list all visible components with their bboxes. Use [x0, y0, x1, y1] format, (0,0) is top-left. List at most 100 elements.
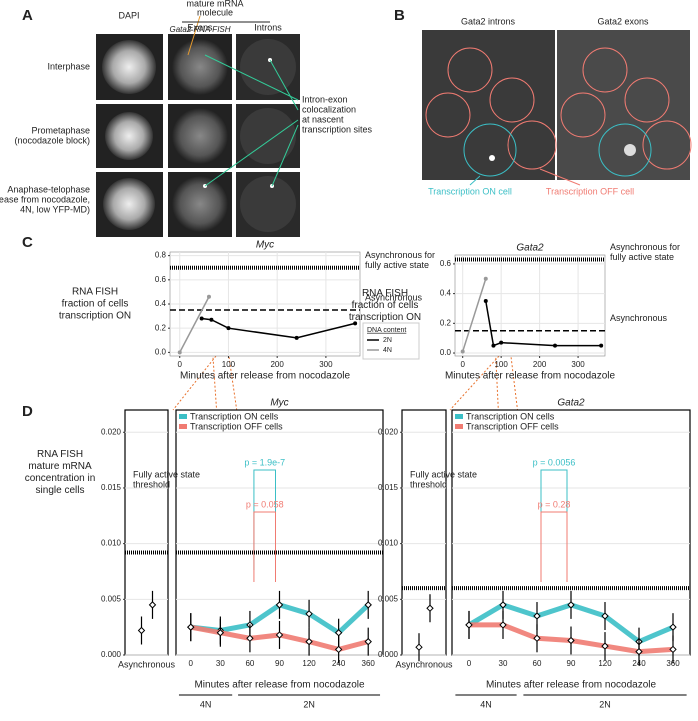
column-header: Introns	[254, 22, 282, 32]
legend-label: Transcription OFF cells	[190, 421, 283, 431]
median-marker	[275, 601, 284, 609]
y-tick-label: 0.0	[440, 348, 452, 357]
async-label: Asynchronous	[118, 659, 176, 669]
point	[294, 335, 299, 340]
p-value: p = 0.0056	[533, 457, 576, 467]
column-header: DAPI	[118, 10, 139, 20]
row-label: (release from nocodazole,	[0, 194, 90, 204]
y-tick-label: 0.000	[378, 650, 399, 659]
y-axis-label: fraction of cells	[352, 300, 419, 311]
y-axis-label: fraction of cells	[62, 299, 129, 310]
x-tick-label: 90	[275, 659, 284, 668]
median-marker	[533, 634, 541, 643]
point	[353, 321, 358, 326]
y-tick-label: 0.005	[101, 594, 122, 603]
y-axis-label: RNA FISH	[362, 288, 408, 299]
y-axis-label: single cells	[36, 485, 85, 496]
x-tick-label: 300	[319, 360, 333, 369]
y-tick-label: 0.2	[155, 323, 167, 332]
point	[499, 340, 504, 345]
y-tick-label: 0.6	[440, 259, 452, 268]
y-tick-label: 0.010	[378, 539, 399, 548]
point	[199, 316, 204, 321]
row-label: Interphase	[47, 61, 90, 71]
panel-label: A	[22, 7, 33, 24]
point	[206, 294, 211, 299]
median-marker	[364, 637, 372, 646]
y-tick-label: 0.020	[101, 427, 122, 436]
x-tick-label: 120	[302, 659, 316, 668]
point	[553, 343, 557, 348]
median-marker	[669, 645, 677, 654]
median-marker	[635, 647, 643, 656]
legend-swatch	[455, 414, 463, 419]
y-tick-label: 0.010	[101, 539, 122, 548]
y-tick-label: 0.000	[101, 650, 122, 659]
point	[226, 326, 231, 331]
x-tick-label: 0	[178, 360, 183, 369]
y-tick-label: 0.015	[101, 483, 122, 492]
x-tick-label: 240	[332, 659, 346, 668]
reference-label: threshold	[410, 479, 447, 489]
median-marker	[601, 612, 609, 620]
legend-swatch	[179, 414, 187, 419]
x-tick-label: 90	[567, 659, 576, 668]
median-marker	[669, 623, 677, 631]
p-value: p = 0.28	[538, 499, 571, 509]
x-axis-label: Minutes after release from nocodazole	[194, 680, 365, 691]
off-label: Transcription OFF cell	[546, 186, 634, 196]
x-tick-label: 300	[571, 360, 585, 369]
y-axis-label: concentration in	[25, 473, 96, 484]
median-marker	[364, 601, 372, 609]
point	[460, 349, 465, 354]
annotation: Intron-exon	[302, 94, 348, 104]
panel-label: C	[22, 234, 33, 251]
image-title: Gata2 introns	[461, 16, 516, 26]
median-marker	[216, 629, 225, 637]
median-marker	[426, 604, 434, 612]
legend-swatch	[179, 424, 187, 429]
series-line	[179, 296, 210, 353]
image-title: Gata2 exons	[597, 16, 649, 26]
legend-label: Transcription ON cells	[190, 411, 279, 421]
group-label: 4N	[480, 699, 492, 709]
reference-label: Asynchronous for	[365, 250, 435, 260]
x-tick-label: 360	[666, 659, 680, 668]
y-axis-label: RNA FISH	[72, 287, 118, 298]
point	[483, 276, 488, 281]
y-tick-label: 0.020	[378, 427, 399, 436]
chart-title: Myc	[256, 240, 274, 251]
y-tick-label: 0.6	[155, 275, 167, 284]
row-label: 4N, low YFP-MD)	[20, 204, 90, 214]
on-label: Transcription ON cell	[428, 186, 512, 196]
legend-label: 2N	[383, 337, 392, 344]
group-label: 2N	[599, 699, 611, 709]
x-tick-label: 0	[189, 659, 194, 668]
row-label: Anaphase-telophase	[7, 184, 90, 194]
median-marker	[275, 631, 284, 639]
p-value: p = 1.9e-7	[244, 457, 285, 467]
legend-label: 4N	[383, 347, 392, 354]
point	[483, 299, 488, 304]
y-axis-label: transcription ON	[59, 311, 131, 322]
x-tick-label: 0	[460, 360, 465, 369]
series-line	[461, 278, 487, 352]
mature-label: mature mRNA	[186, 0, 243, 8]
median-marker	[567, 601, 575, 609]
point	[209, 317, 214, 322]
point	[177, 350, 182, 355]
column-header: Exons	[187, 22, 213, 32]
y-axis-label: RNA FISH	[37, 449, 83, 460]
legend-swatch	[455, 424, 463, 429]
y-axis-label: transcription ON	[349, 312, 421, 323]
async-frame	[401, 409, 447, 656]
legend-label: Transcription OFF cells	[466, 421, 559, 431]
y-tick-label: 0.2	[440, 318, 452, 327]
y-tick-label: 0.015	[378, 483, 399, 492]
legend-title: DNA content	[367, 327, 406, 334]
y-tick-label: 0.8	[155, 251, 167, 260]
median-marker	[533, 612, 541, 620]
median-marker	[334, 645, 343, 654]
median-marker	[305, 637, 313, 646]
